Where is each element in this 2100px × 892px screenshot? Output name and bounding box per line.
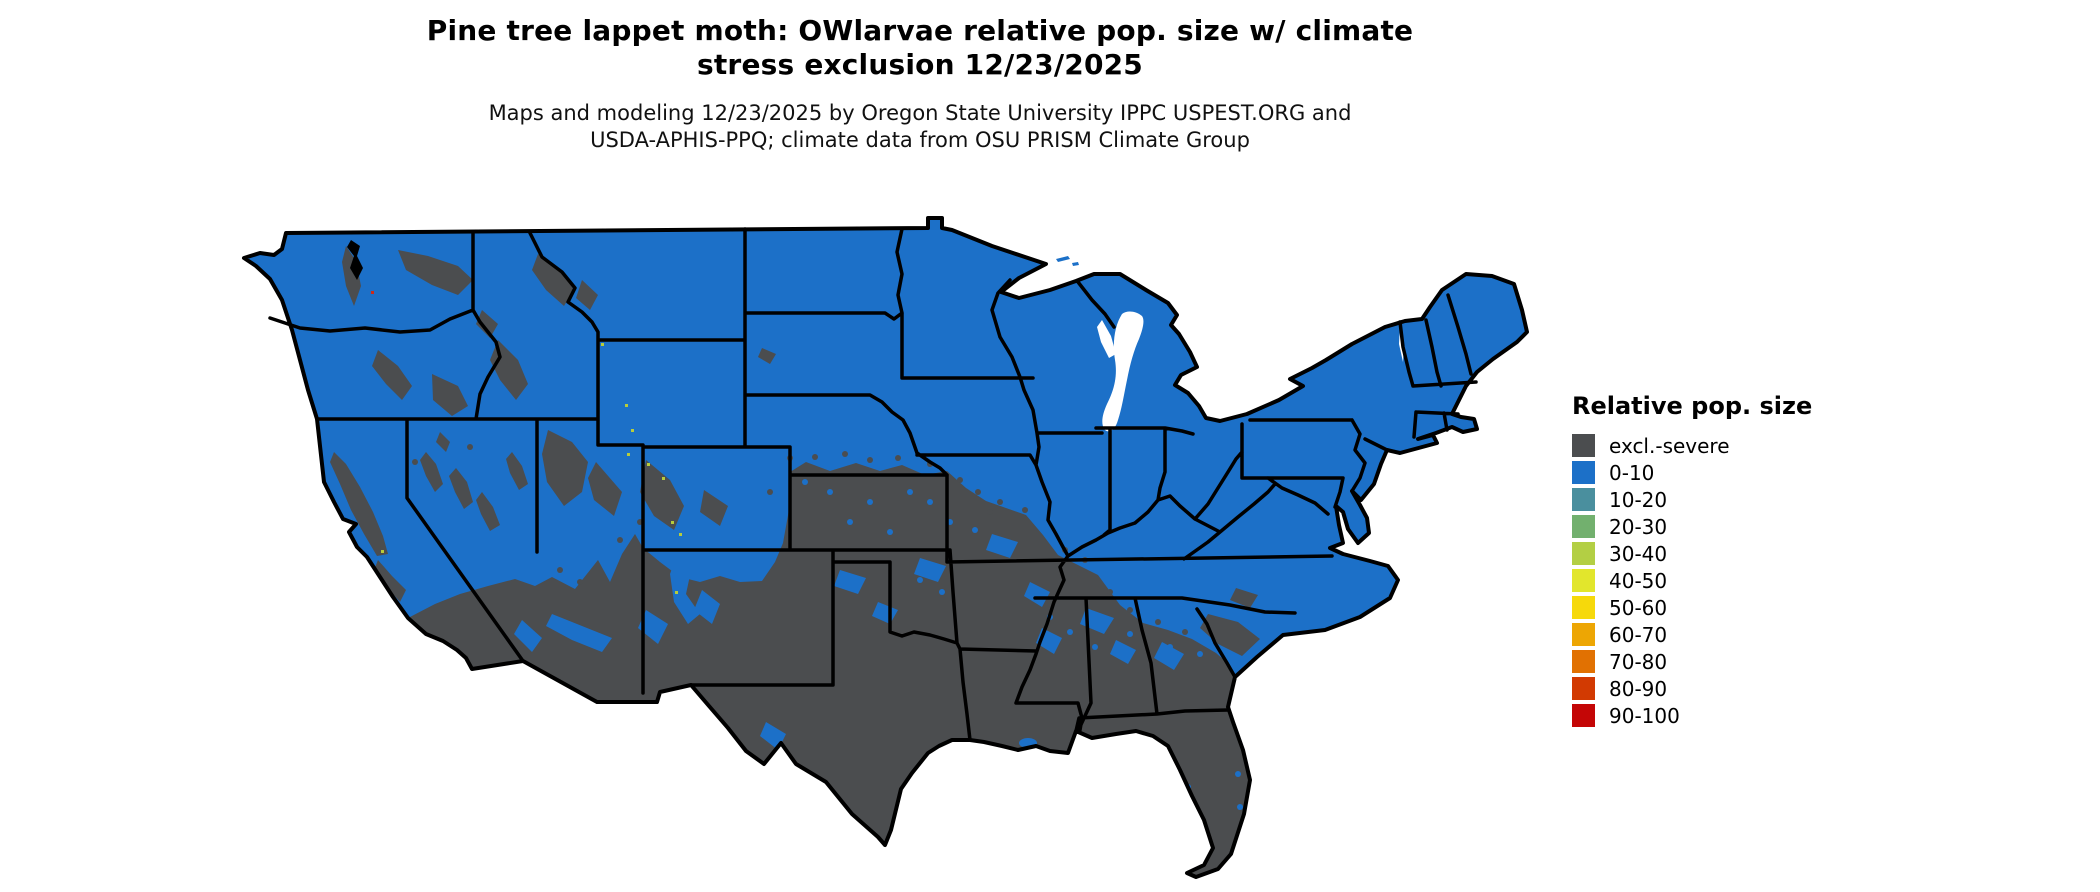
figure-subtitle-line2: USDA-APHIS-PPQ; climate data from OSU PR… — [590, 128, 1250, 152]
legend-label: 60-70 — [1609, 622, 1668, 647]
legend-title: Relative pop. size — [1572, 392, 1813, 420]
legend-item: 80-90 — [1572, 676, 1832, 701]
exclusion-black-hills — [758, 348, 776, 364]
land-georgia — [1154, 642, 1184, 670]
legend-swatch — [1572, 569, 1595, 592]
legend-label: 10-20 — [1609, 487, 1668, 512]
legend-item: 40-50 — [1572, 568, 1832, 593]
legend-swatch — [1572, 434, 1595, 457]
figure-subtitle-line1: Maps and modeling 12/23/2025 by Oregon S… — [488, 101, 1352, 125]
legend-label: 80-90 — [1609, 676, 1668, 701]
exclusion-south-region — [408, 462, 1250, 877]
legend-item: 60-70 — [1572, 622, 1832, 647]
legend-swatch — [1572, 704, 1595, 727]
exclusion-tehachapi — [374, 560, 406, 602]
legend-label: 90-100 — [1609, 703, 1680, 728]
legend-item: 50-60 — [1572, 595, 1832, 620]
exclusion-nevada-ranges — [420, 432, 528, 531]
exclusion-utah — [542, 430, 622, 516]
exclusion-washington — [342, 246, 473, 306]
legend-label: 0-10 — [1609, 460, 1655, 485]
exclusion-montana — [532, 254, 598, 310]
isle-royale-specks — [1056, 256, 1079, 266]
land-mottle-patches — [400, 479, 1243, 810]
figure-title-line2: stress exclusion 12/23/2025 — [696, 48, 1143, 81]
state-borders — [268, 227, 1478, 742]
legend-label: 70-80 — [1609, 649, 1668, 674]
land-oklahoma — [834, 558, 946, 624]
speckle-red-washington — [371, 291, 374, 294]
legend-item: 0-10 — [1572, 460, 1832, 485]
legend-swatch — [1572, 488, 1595, 511]
conus-outline — [242, 216, 1529, 879]
land-alabama — [1080, 608, 1136, 664]
legend-item: 10-20 — [1572, 487, 1832, 512]
green-bay — [1097, 320, 1116, 358]
speckles-yellow — [381, 343, 682, 594]
lake-michigan — [1102, 311, 1144, 432]
legend-label: excl.-severe — [1609, 433, 1730, 458]
us-map-svg — [242, 216, 1529, 879]
puget-sound — [347, 240, 363, 280]
legend-swatch — [1572, 623, 1595, 646]
figure-subtitle: Maps and modeling 12/23/2025 by Oregon S… — [0, 100, 1840, 154]
figure-title-line1: Pine tree lappet moth: OWlarvae relative… — [426, 14, 1414, 47]
legend-swatch — [1572, 542, 1595, 565]
exclusion-sierra-nevada — [330, 452, 388, 556]
exclusion-south-carolina — [1200, 614, 1260, 656]
legend-label: 20-30 — [1609, 514, 1668, 539]
figure-header: Pine tree lappet moth: OWlarvae relative… — [0, 14, 1840, 154]
legend-swatch — [1572, 596, 1595, 619]
legend-label: 50-60 — [1609, 595, 1668, 620]
exclusion-regions — [330, 246, 1260, 877]
legend-item: 30-40 — [1572, 541, 1832, 566]
legend-swatch — [1572, 515, 1595, 538]
legend-item: 20-30 — [1572, 514, 1832, 539]
land-mogollon-rim — [514, 614, 612, 652]
map-legend: Relative pop. size excl.-severe 0-10 10-20… — [1572, 392, 1832, 731]
us-choropleth-map — [230, 162, 1550, 892]
legend-label: 40-50 — [1609, 568, 1668, 593]
legend-label: 30-40 — [1609, 541, 1668, 566]
land-ozarks — [986, 534, 1050, 607]
legend-swatch — [1572, 677, 1595, 700]
legend-item: excl.-severe — [1572, 433, 1832, 458]
legend-swatch — [1572, 461, 1595, 484]
legend-item: 70-80 — [1572, 649, 1832, 674]
legend-item: 90-100 — [1572, 703, 1832, 728]
land-new-mexico — [638, 552, 720, 644]
legend-swatch — [1572, 650, 1595, 673]
exclusion-oregon — [372, 350, 468, 416]
exclusion-north-carolina — [1230, 588, 1258, 608]
legend-items: excl.-severe 0-10 10-20 20-30 30-40 40-50 50-6… — [1572, 433, 1832, 728]
